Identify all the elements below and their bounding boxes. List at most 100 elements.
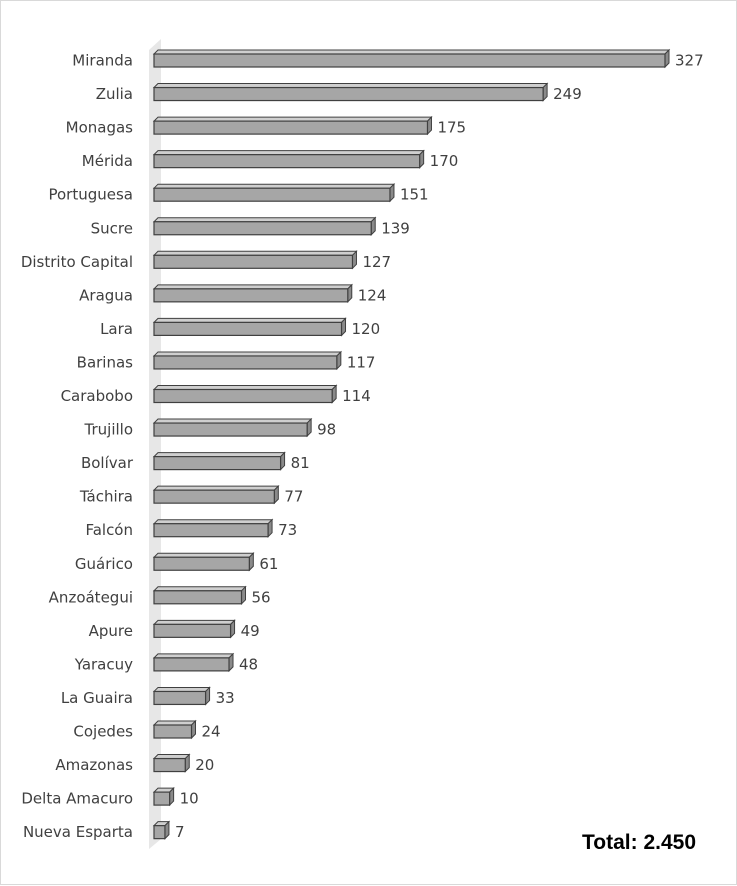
category-label: Delta Amacuro [21, 790, 133, 808]
bar-23 [152, 820, 171, 840]
bar-front-face [153, 187, 391, 202]
value-label: 49 [241, 622, 260, 640]
category-label: Lara [100, 320, 133, 338]
category-label: Carabobo [61, 387, 133, 405]
value-label: 98 [317, 421, 336, 439]
bar-front-face [153, 355, 338, 370]
bar-front-face [153, 53, 666, 68]
category-label: Nueva Esparta [23, 823, 133, 841]
bar-0 [152, 48, 671, 69]
bar-top-face [152, 351, 343, 357]
bar-top-face [152, 452, 286, 458]
bar-8 [152, 317, 347, 337]
bar-front-face [153, 489, 275, 504]
category-label: Aragua [79, 286, 133, 304]
value-label: 170 [430, 152, 459, 170]
bar-front-face [153, 254, 354, 269]
bar-19 [152, 686, 211, 706]
bar-front-face [153, 456, 282, 471]
category-label: Guárico [75, 555, 133, 573]
value-label: 10 [180, 790, 199, 808]
bar-20 [152, 719, 197, 740]
bar-6 [152, 250, 358, 270]
value-label: 117 [347, 353, 376, 371]
bar-front-face [153, 388, 333, 404]
category-label: Zulia [96, 85, 133, 103]
bar-front-face [153, 825, 166, 840]
value-label: 33 [216, 689, 235, 707]
category-label: Trujillo [84, 421, 133, 439]
value-label: 127 [362, 253, 391, 271]
bar-top-face [152, 183, 396, 189]
category-label: Monagas [66, 119, 134, 137]
bar-front-face [153, 523, 269, 538]
bar-22 [152, 786, 175, 807]
bar-10 [152, 384, 338, 404]
bar-14 [152, 518, 274, 538]
category-label: Amazonas [55, 756, 133, 774]
bar-top-face [152, 385, 338, 390]
category-label: Cojedes [73, 723, 133, 741]
category-label: Barinas [77, 353, 134, 371]
value-label: 327 [675, 52, 704, 70]
bar-front-face [153, 657, 230, 672]
category-label: Táchira [79, 488, 133, 506]
bar-top-face [152, 150, 425, 156]
category-label: Portuguesa [48, 186, 133, 204]
bar-top-face [152, 284, 353, 290]
value-label: 114 [342, 387, 371, 405]
category-label: Apure [89, 622, 133, 640]
category-labels: Miranda Zulia Monagas Mérida Portuguesa Sucre… [21, 52, 134, 842]
bar-16 [152, 585, 247, 606]
value-label: 24 [202, 723, 221, 741]
value-labels: 3272491751701511391271241201171149881777… [175, 52, 704, 842]
value-label: 56 [252, 588, 271, 606]
value-label: 48 [239, 655, 258, 673]
category-label: Yaracuy [74, 655, 133, 673]
value-label: 7 [175, 823, 185, 841]
bar-top-face [152, 217, 377, 223]
value-label: 249 [553, 85, 582, 103]
category-label: Anzoátegui [49, 588, 133, 606]
bar-7 [152, 283, 353, 304]
bar-front-face [153, 422, 308, 437]
bar-front-face [153, 86, 544, 102]
value-label: 124 [358, 286, 387, 304]
bar-front-face [153, 690, 207, 706]
bar-front-face [153, 623, 232, 638]
bar-front-face [153, 221, 372, 236]
category-label: Falcón [85, 521, 133, 539]
bar-front-face [153, 791, 171, 806]
bar-13 [152, 484, 280, 505]
value-label: 139 [381, 219, 410, 237]
value-label: 151 [400, 186, 429, 204]
bar-1 [152, 82, 549, 102]
value-label: 73 [278, 521, 297, 539]
total-label: Total: 2.450 [582, 831, 696, 854]
category-label: Distrito Capital [21, 253, 133, 271]
category-label: Sucre [91, 219, 133, 237]
bar-front-face [153, 757, 186, 773]
category-label: Miranda [72, 52, 133, 70]
bar-15 [152, 552, 255, 572]
bar-top-face [152, 485, 280, 491]
bar-front-face [153, 590, 243, 605]
bar-4 [152, 182, 396, 203]
value-label: 81 [291, 454, 310, 472]
bar-front-face [153, 556, 250, 571]
bar-11 [152, 417, 313, 438]
bar-17 [152, 619, 236, 639]
value-label: 175 [437, 119, 466, 137]
bar-front-face [153, 724, 193, 739]
bar-front-face [153, 288, 349, 303]
value-label: 120 [352, 320, 381, 338]
bar-front-face [153, 321, 343, 336]
bar-front-face [153, 120, 429, 135]
category-label: Bolívar [81, 454, 134, 472]
bar-5 [152, 216, 377, 236]
bar-18 [152, 652, 235, 673]
bar-3 [152, 149, 425, 169]
bar-top-face [152, 317, 347, 323]
bar-9 [152, 350, 343, 371]
bar-21 [152, 753, 191, 773]
